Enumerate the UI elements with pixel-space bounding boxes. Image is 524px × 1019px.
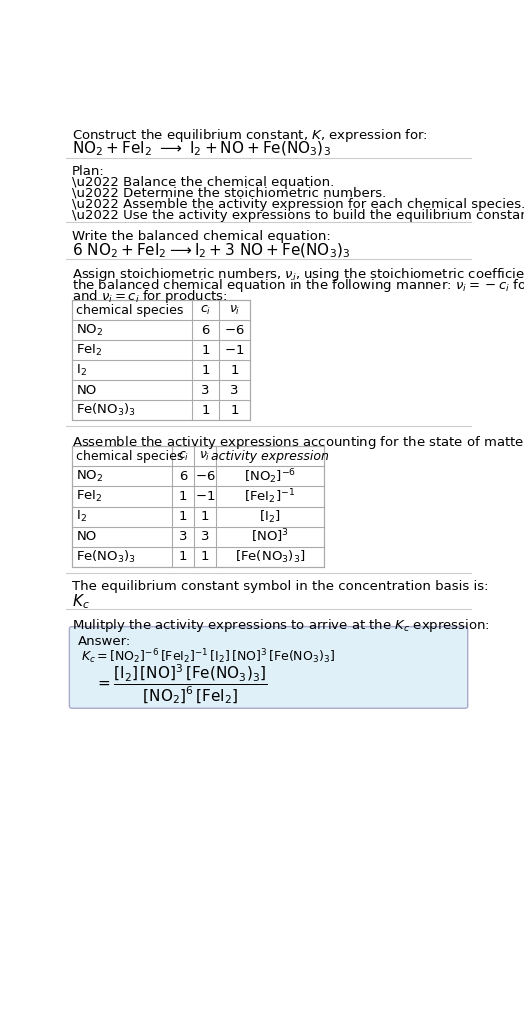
Text: \u2022 Balance the chemical equation.: \u2022 Balance the chemical equation.: [72, 176, 334, 190]
Text: 3: 3: [201, 530, 209, 543]
FancyBboxPatch shape: [69, 627, 468, 708]
Text: Plan:: Plan:: [72, 165, 104, 178]
Text: $-1$: $-1$: [224, 343, 245, 357]
Text: NO: NO: [77, 384, 96, 396]
Text: Mulitply the activity expressions to arrive at the $K_c$ expression:: Mulitply the activity expressions to arr…: [72, 616, 489, 634]
Text: Assemble the activity expressions accounting for the state of matter and $\nu_i$: Assemble the activity expressions accoun…: [72, 434, 524, 451]
Text: \u2022 Determine the stoichiometric numbers.: \u2022 Determine the stoichiometric numb…: [72, 186, 386, 200]
Text: 6: 6: [179, 470, 188, 483]
Text: $\nu_i$: $\nu_i$: [229, 304, 240, 317]
Text: $\mathrm{NO_2}$: $\mathrm{NO_2}$: [77, 323, 104, 337]
Text: 1: 1: [201, 404, 210, 417]
Text: 3: 3: [230, 384, 239, 396]
Text: 1: 1: [230, 364, 239, 377]
Text: $\mathrm{6\ NO_2 + FeI_2 \longrightarrow I_2 + 3\ NO + Fe(NO_3)_3}$: $\mathrm{6\ NO_2 + FeI_2 \longrightarrow…: [72, 242, 350, 260]
Text: $[\mathrm{Fe(NO_3)_3}]$: $[\mathrm{Fe(NO_3)_3}]$: [235, 548, 305, 565]
Text: $\nu_i$: $\nu_i$: [199, 450, 211, 463]
Text: NO: NO: [77, 530, 96, 543]
Text: 6: 6: [201, 324, 210, 336]
Text: $-6$: $-6$: [224, 324, 245, 336]
Text: the balanced chemical equation in the following manner: $\nu_i = -c_i$ for react: the balanced chemical equation in the fo…: [72, 277, 524, 294]
Text: Answer:: Answer:: [78, 635, 131, 648]
Text: $[\mathrm{NO_2}]^{-6}$: $[\mathrm{NO_2}]^{-6}$: [244, 467, 296, 486]
Text: Construct the equilibrium constant, $K$, expression for:: Construct the equilibrium constant, $K$,…: [72, 127, 428, 144]
Text: $\mathrm{Fe(NO_3)_3}$: $\mathrm{Fe(NO_3)_3}$: [77, 548, 136, 565]
Text: 3: 3: [179, 530, 188, 543]
Text: $[\mathrm{NO}]^3$: $[\mathrm{NO}]^3$: [251, 528, 289, 545]
Text: 1: 1: [201, 511, 209, 523]
Text: \u2022 Use the activity expressions to build the equilibrium constant expression: \u2022 Use the activity expressions to b…: [72, 209, 524, 221]
Text: $-1$: $-1$: [195, 490, 215, 503]
Text: $K_c = [\mathrm{NO_2}]^{-6}\,[\mathrm{FeI_2}]^{-1}\,[\mathrm{I_2}]\,[\mathrm{NO}: $K_c = [\mathrm{NO_2}]^{-6}\,[\mathrm{Fe…: [81, 647, 335, 666]
Text: $\mathrm{NO_2}$: $\mathrm{NO_2}$: [77, 469, 104, 484]
Text: 1: 1: [201, 550, 209, 564]
Text: $\mathrm{NO_2 + FeI_2}\ \longrightarrow\ \mathrm{I_2 + NO + Fe(NO_3)_3}$: $\mathrm{NO_2 + FeI_2}\ \longrightarrow\…: [72, 140, 331, 158]
Bar: [72, 301, 250, 420]
Text: 1: 1: [201, 364, 210, 377]
Text: 1: 1: [179, 490, 188, 503]
Text: 1: 1: [201, 343, 210, 357]
Text: $c_i$: $c_i$: [200, 304, 211, 317]
Text: $K_c$: $K_c$: [72, 592, 90, 610]
Text: activity expression: activity expression: [211, 450, 329, 463]
Text: 3: 3: [201, 384, 210, 396]
Text: $c_i$: $c_i$: [178, 450, 189, 463]
Text: \u2022 Assemble the activity expression for each chemical species.: \u2022 Assemble the activity expression …: [72, 198, 524, 211]
Text: chemical species: chemical species: [77, 304, 184, 317]
Text: $\mathrm{Fe(NO_3)_3}$: $\mathrm{Fe(NO_3)_3}$: [77, 403, 136, 419]
Text: chemical species: chemical species: [77, 450, 184, 463]
Text: 1: 1: [179, 511, 188, 523]
Text: $\mathrm{I_2}$: $\mathrm{I_2}$: [77, 363, 88, 378]
Text: $= \dfrac{[\mathrm{I_2}]\,[\mathrm{NO}]^3\,[\mathrm{Fe(NO_3)_3}]}{[\mathrm{NO_2}: $= \dfrac{[\mathrm{I_2}]\,[\mathrm{NO}]^…: [95, 662, 267, 706]
Text: $\mathrm{FeI_2}$: $\mathrm{FeI_2}$: [77, 342, 103, 358]
Text: 1: 1: [179, 550, 188, 564]
Text: $[\mathrm{I_2}]$: $[\mathrm{I_2}]$: [259, 508, 281, 525]
Text: $-6$: $-6$: [195, 470, 215, 483]
Text: The equilibrium constant symbol in the concentration basis is:: The equilibrium constant symbol in the c…: [72, 581, 488, 593]
Text: 1: 1: [230, 404, 239, 417]
Bar: [72, 446, 324, 567]
Text: $[\mathrm{FeI_2}]^{-1}$: $[\mathrm{FeI_2}]^{-1}$: [245, 487, 296, 505]
Text: Write the balanced chemical equation:: Write the balanced chemical equation:: [72, 230, 331, 244]
Text: $\mathrm{I_2}$: $\mathrm{I_2}$: [77, 508, 88, 524]
Text: and $\nu_i = c_i$ for products:: and $\nu_i = c_i$ for products:: [72, 287, 227, 305]
Text: Assign stoichiometric numbers, $\nu_i$, using the stoichiometric coefficients, $: Assign stoichiometric numbers, $\nu_i$, …: [72, 266, 524, 283]
Text: $\mathrm{FeI_2}$: $\mathrm{FeI_2}$: [77, 489, 103, 504]
